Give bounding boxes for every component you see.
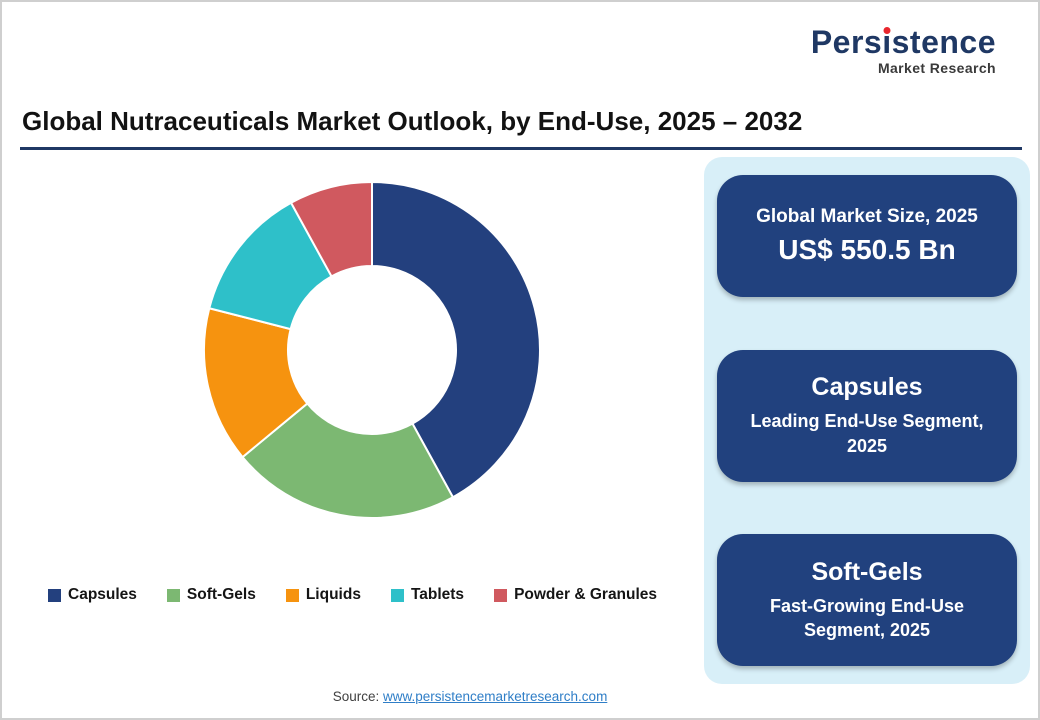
legend-item: Soft-Gels xyxy=(166,586,256,604)
title-underline: Global Nutraceuticals Market Outlook, by… xyxy=(20,106,1022,150)
highlights-panel: Global Market Size, 2025 US$ 550.5 Bn Ca… xyxy=(704,157,1030,684)
fast-growing-segment-card-subtitle: Fast-Growing End-Use Segment, 2025 xyxy=(769,595,964,640)
fast-growing-segment-card-title: Soft-Gels xyxy=(811,557,923,586)
legend-item: Powder & Granules xyxy=(494,586,657,604)
legend-label: Liquids xyxy=(305,586,361,603)
legend-swatch-icon xyxy=(390,588,404,602)
leading-segment-card: Capsules Leading End-Use Segment, 2025 xyxy=(717,349,1017,482)
source-label: Source: xyxy=(332,689,380,704)
donut-segment-powder-granules xyxy=(289,180,373,278)
legend-swatch-icon xyxy=(166,588,180,602)
legend-swatch-icon xyxy=(494,588,508,602)
market-size-card-value: US$ 550.5 Bn xyxy=(778,234,956,265)
page-title: Global Nutraceuticals Market Outlook, by… xyxy=(22,106,803,136)
legend-swatch-icon xyxy=(48,588,61,602)
logo: Persı stence Market Research xyxy=(811,26,996,75)
logo-red-dot-icon xyxy=(883,27,891,34)
leading-segment-card-title: Capsules xyxy=(811,373,923,402)
donut-chart xyxy=(203,180,542,519)
legend-swatch-icon xyxy=(285,588,299,602)
legend-label: Tablets xyxy=(410,586,465,603)
legend-item: Capsules xyxy=(48,586,137,604)
legend-item: Tablets xyxy=(390,586,465,604)
logo-subtitle: Market Research xyxy=(877,60,996,76)
source-link[interactable]: www.persistencemarketresearch.com xyxy=(382,689,608,704)
legend-item: Liquids xyxy=(285,586,361,604)
legend-label: Soft-Gels xyxy=(186,586,256,603)
fast-growing-segment-card: Soft-Gels Fast-Growing End-Use Segment, … xyxy=(717,534,1017,666)
logo-name: Persı stence xyxy=(810,24,996,60)
market-size-card: Global Market Size, 2025 US$ 550.5 Bn xyxy=(717,175,1017,297)
legend-label: Capsules xyxy=(68,586,137,603)
source-line: Source: www.persistencemarketresearch.co… xyxy=(2,689,938,704)
donut-segment-capsules xyxy=(371,180,542,499)
legend: Capsules Soft-Gels Liquids Tablets Powder & … xyxy=(48,586,696,604)
market-size-card-title: Global Market Size, 2025 xyxy=(756,206,978,227)
donut-segment-soft-gels xyxy=(241,402,455,519)
legend-label: Powder & Granules xyxy=(514,586,658,603)
leading-segment-card-subtitle: Leading End-Use Segment, 2025 xyxy=(750,411,984,456)
